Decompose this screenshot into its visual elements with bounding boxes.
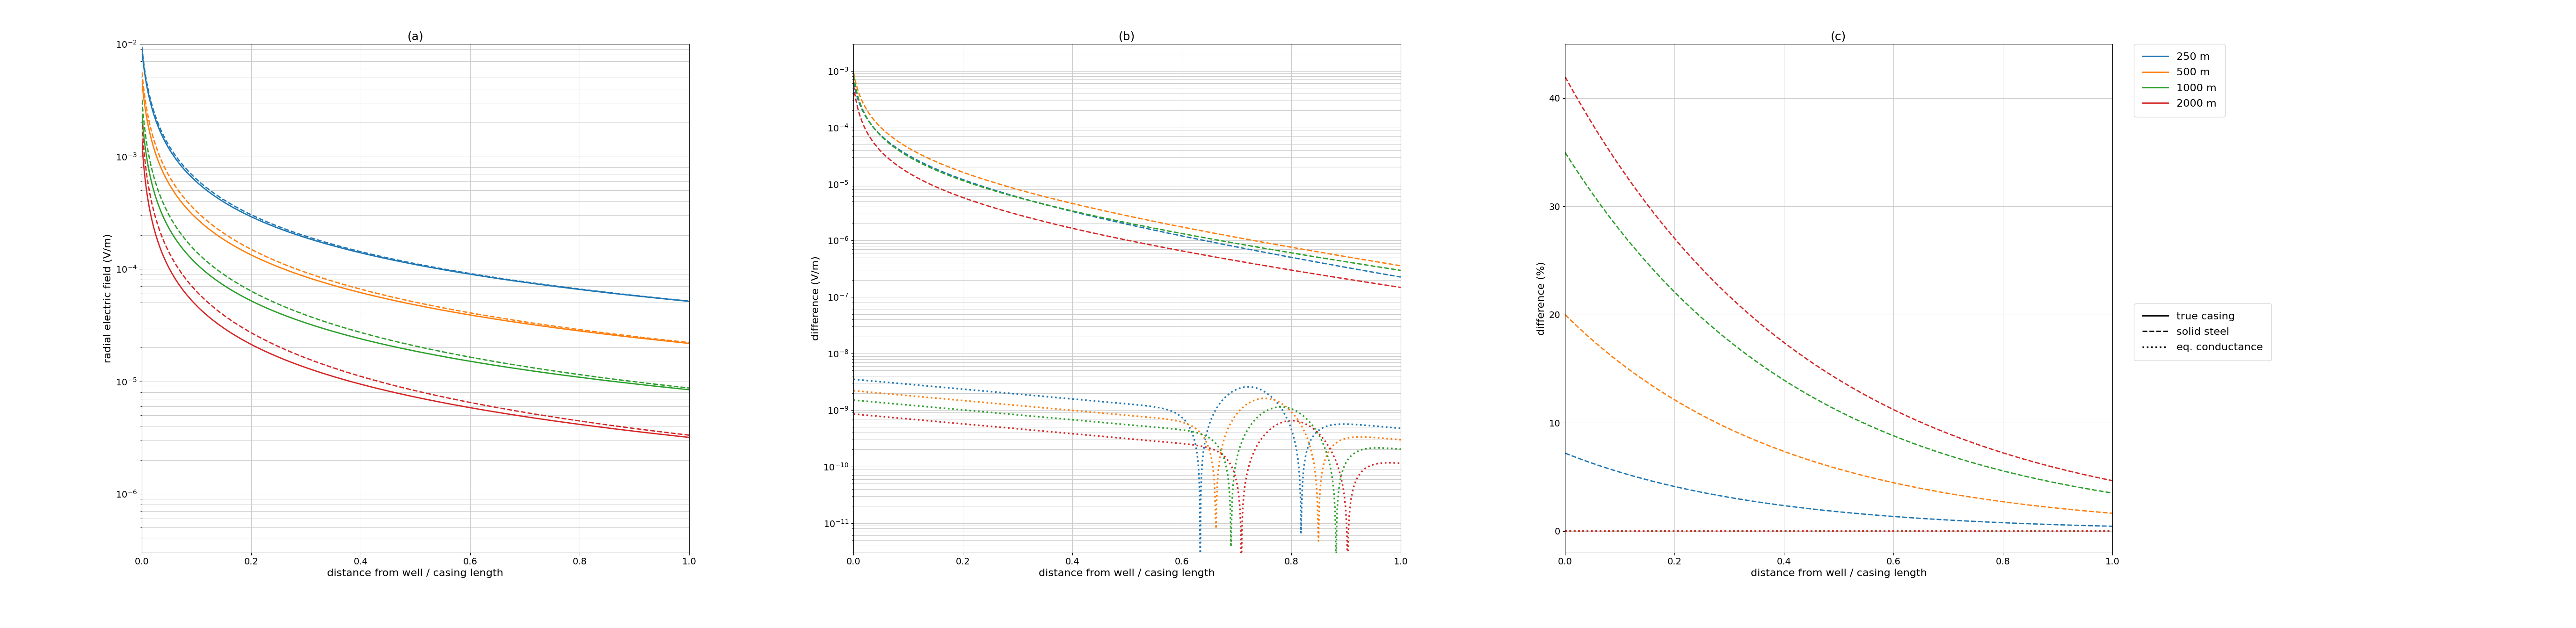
Title: (a): (a) xyxy=(407,31,422,43)
Title: (c): (c) xyxy=(1832,31,1847,43)
X-axis label: distance from well / casing length: distance from well / casing length xyxy=(327,569,502,578)
Legend: true casing, solid steel, eq. conductance: true casing, solid steel, eq. conductanc… xyxy=(2133,303,2272,360)
Y-axis label: radial electric field (V/m): radial electric field (V/m) xyxy=(103,234,113,363)
X-axis label: distance from well / casing length: distance from well / casing length xyxy=(1038,569,1216,578)
Y-axis label: difference (V/m): difference (V/m) xyxy=(811,256,822,340)
X-axis label: distance from well / casing length: distance from well / casing length xyxy=(1752,569,1927,578)
Title: (b): (b) xyxy=(1118,31,1136,43)
Y-axis label: difference (%): difference (%) xyxy=(1538,261,1546,335)
